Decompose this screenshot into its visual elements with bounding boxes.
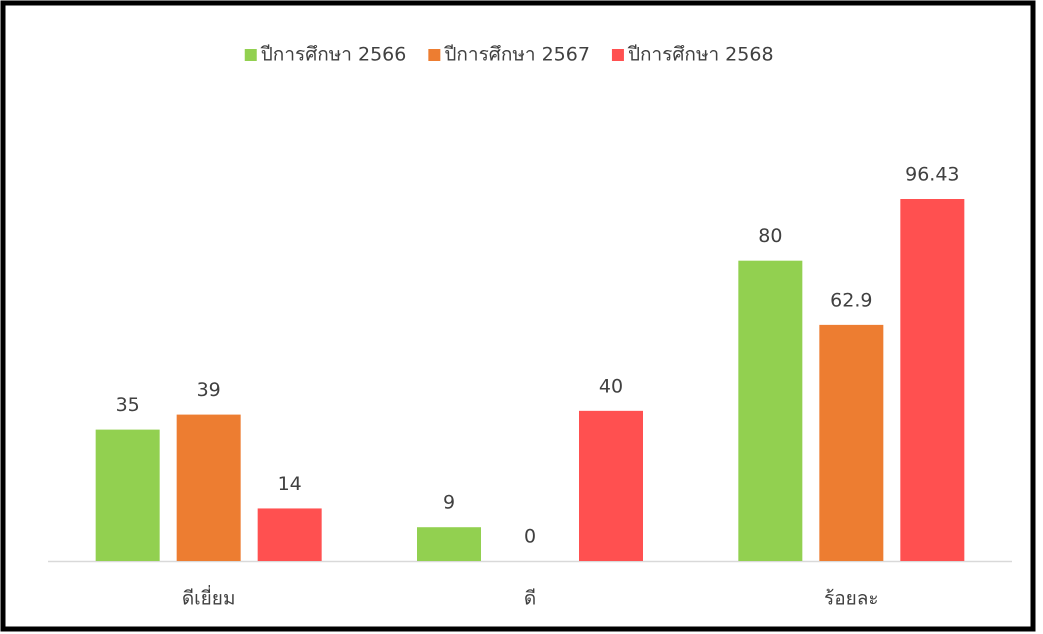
x-tick-label: ร้อยละ [824, 588, 879, 610]
x-tick-label: ดี [524, 588, 536, 610]
data-label: 96.43 [905, 164, 959, 186]
legend-swatch [244, 49, 257, 61]
legend-swatch [611, 49, 624, 61]
bar [95, 429, 160, 561]
bar [579, 410, 643, 561]
bar [176, 414, 241, 561]
data-label: 62.9 [830, 289, 872, 311]
legend-swatch [428, 49, 441, 61]
bar [738, 260, 803, 561]
legend-label: ปีการศึกษา 2566 [260, 44, 406, 66]
data-label: 80 [758, 225, 782, 247]
bar [417, 527, 481, 561]
bar [819, 324, 884, 561]
bar [900, 199, 965, 561]
data-label: 0 [524, 526, 536, 548]
data-label: 39 [197, 379, 221, 401]
x-tick-label: ดีเยี่ยม [182, 585, 236, 610]
data-label: 40 [599, 375, 623, 397]
bar [257, 508, 322, 561]
data-label: 35 [116, 394, 140, 416]
data-label: 14 [278, 473, 302, 495]
data-label: 9 [443, 492, 455, 514]
legend-label: ปีการศึกษา 2567 [444, 44, 590, 66]
legend-label: ปีการศึกษา 2568 [627, 44, 773, 66]
